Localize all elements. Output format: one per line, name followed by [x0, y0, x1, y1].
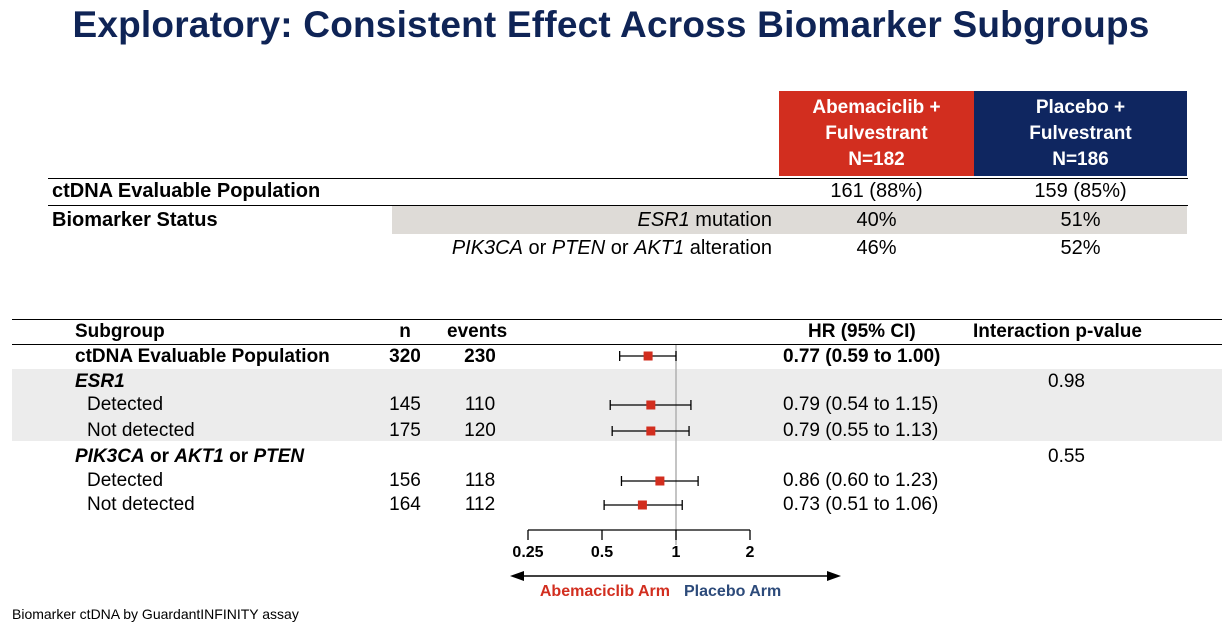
header-hr: HR (95% CI): [808, 321, 916, 342]
page-title: Exploratory: Consistent Effect Across Bi…: [72, 4, 1150, 45]
x-tick-label: 0.25: [512, 544, 543, 561]
abemaciclib-column-header: Abemaciclib + Fulvestrant N=182: [779, 91, 974, 176]
pik3ca-group-label: PIK3CA or AKT1 or PTEN: [75, 446, 305, 467]
forest-row-events: 230: [464, 346, 496, 367]
forest-row-events: 118: [464, 470, 496, 491]
abema-header-n: N=182: [848, 148, 905, 170]
forest-row-hr: 0.79 (0.55 to 1.13): [783, 420, 939, 441]
x-tick-label: 0.5: [591, 544, 613, 561]
forest-row-label: ctDNA Evaluable Population: [75, 346, 330, 367]
forest-row-label: Not detected: [87, 494, 195, 515]
footnote: Biomarker ctDNA by GuardantINFINITY assa…: [12, 606, 299, 622]
placebo-column-header: Placebo + Fulvestrant N=186: [974, 91, 1187, 176]
placebo-header-line1: Placebo +: [1035, 96, 1126, 118]
forest-row-events: 120: [464, 420, 496, 441]
forest-row-hr: 0.86 (0.60 to 1.23): [783, 470, 939, 491]
forest-row-n: 156: [389, 470, 421, 491]
row-ctdna-placebo: 159 (85%): [1034, 180, 1127, 202]
esr1-row-shading: [392, 206, 1187, 234]
header-n: n: [399, 321, 411, 342]
forest-row-label: Detected: [87, 470, 164, 491]
pik3ca-placebo-value: 52%: [1060, 237, 1101, 259]
esr1-mutation-label: ESR1 mutation: [637, 209, 772, 231]
pik3ca-interaction-p: 0.55: [1048, 446, 1085, 467]
forest-row-n: 145: [389, 394, 421, 415]
header-subgroup: Subgroup: [75, 321, 165, 342]
header-events: events: [447, 321, 508, 342]
esr1-abema-value: 40%: [856, 209, 897, 231]
abema-header-line2: Fulvestrant: [825, 122, 928, 144]
forest-row-hr: 0.77 (0.59 to 1.00): [783, 346, 941, 367]
biomarker-status-label: Biomarker Status: [52, 209, 218, 231]
abemaciclib-arm-label: Abemaciclib Arm: [540, 583, 670, 600]
hr-point: [646, 426, 656, 436]
left-arrow-head: [510, 571, 524, 581]
hr-point: [655, 476, 665, 486]
x-tick-label: 1: [672, 544, 681, 561]
esr1-placebo-value: 51%: [1060, 209, 1101, 231]
esr1-group-label: ESR1: [75, 371, 125, 392]
forest-row-n: 175: [389, 420, 421, 441]
pik3ca-abema-value: 46%: [856, 237, 897, 259]
forest-header-line: [12, 344, 1222, 345]
forest-row-n: 320: [389, 346, 421, 367]
right-arrow-head: [827, 571, 841, 581]
header-interaction: Interaction p-value: [973, 321, 1142, 342]
table-divider-top: [48, 178, 1188, 179]
forest-row-label: Not detected: [87, 420, 195, 441]
row-ctdna-label: ctDNA Evaluable Population: [52, 180, 321, 202]
esr1-interaction-p: 0.98: [1048, 371, 1085, 392]
hr-point: [637, 500, 647, 510]
forest-row-hr: 0.79 (0.54 to 1.15): [783, 394, 939, 415]
forest-row-label: Detected: [87, 394, 164, 415]
hr-point: [643, 351, 653, 361]
placebo-arm-label: Placebo Arm: [684, 583, 781, 600]
pik3ca-alteration-label: PIK3CA or PTEN or AKT1 alteration: [451, 237, 772, 259]
x-tick-label: 2: [746, 544, 755, 561]
forest-row-events: 112: [464, 494, 496, 515]
row-ctdna-abema: 161 (88%): [830, 180, 923, 202]
abema-header-line1: Abemaciclib +: [812, 96, 941, 118]
hr-point: [646, 400, 656, 410]
forest-top-line: [12, 319, 1222, 320]
forest-row-events: 110: [464, 394, 496, 415]
placebo-header-n: N=186: [1052, 148, 1109, 170]
forest-row-hr: 0.73 (0.51 to 1.06): [783, 494, 939, 515]
forest-row-n: 164: [389, 494, 421, 515]
placebo-header-line2: Fulvestrant: [1029, 122, 1132, 144]
table-divider-2: [48, 205, 1188, 206]
